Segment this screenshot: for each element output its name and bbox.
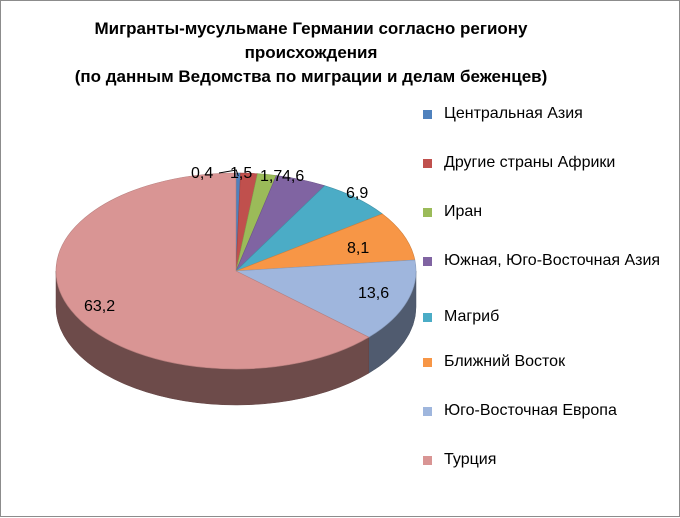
chart-title-line-2: происхождения bbox=[244, 43, 378, 62]
pie-slice bbox=[235, 213, 416, 272]
legend-swatch bbox=[423, 110, 432, 119]
pie-slice bbox=[234, 259, 417, 338]
legend-swatch bbox=[423, 313, 432, 322]
legend-swatch bbox=[423, 257, 432, 266]
legend-label: Турция bbox=[444, 451, 497, 468]
leader-line bbox=[218, 169, 239, 177]
pie-data-label: 8,1 bbox=[347, 240, 369, 257]
pie-label-group: 0,4 1,5 1,7 4,6 6,9 8,1 13,6 63,2 bbox=[84, 165, 389, 315]
legend-label: Юго-Восточная Европа bbox=[444, 402, 617, 419]
legend-swatch bbox=[423, 208, 432, 217]
chart-title: Мигранты-мусульмане Германии согласно ре… bbox=[41, 17, 581, 89]
pie-top-group bbox=[55, 172, 417, 370]
pie-data-label: 63,2 bbox=[84, 298, 115, 315]
chart-title-line-1: Мигранты-мусульмане Германии согласно ре… bbox=[94, 19, 528, 38]
pie-slice bbox=[55, 172, 370, 370]
legend-label: Другие страны Африки bbox=[444, 154, 616, 171]
legend-label: Магриб bbox=[444, 308, 500, 325]
legend-swatch bbox=[423, 159, 432, 168]
legend-swatch bbox=[423, 358, 432, 367]
pie-data-label: 6,9 bbox=[346, 185, 368, 202]
legend-label: Ближний Восток bbox=[444, 353, 566, 370]
pie-data-label: 4,6 bbox=[282, 168, 304, 185]
pie-data-label: 13,6 bbox=[358, 285, 389, 302]
legend-swatch bbox=[423, 456, 432, 465]
pie-data-label: 1,5 bbox=[230, 165, 252, 182]
legend-label: Иран bbox=[444, 203, 483, 220]
pie-data-label: 1,7 bbox=[260, 168, 282, 185]
legend-label: Южная, Юго-Восточная Азия bbox=[444, 252, 661, 269]
pie-data-label: 0,4 bbox=[191, 165, 213, 182]
chart-title-line-3: (по данным Ведомства по миграции и делам… bbox=[74, 67, 548, 86]
legend-swatch bbox=[423, 407, 432, 416]
legend-label: Центральная Азия bbox=[444, 105, 583, 122]
